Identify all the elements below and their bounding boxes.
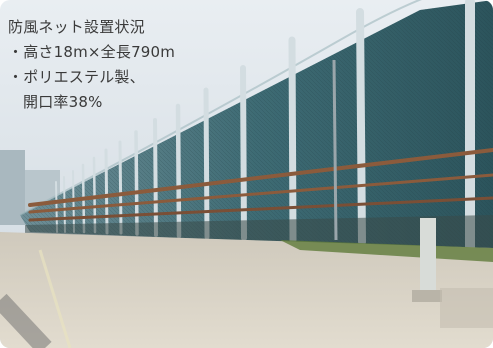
foreground-post [420, 218, 436, 298]
ground [0, 232, 493, 348]
caption: 防風ネット設置状況 ・高さ18m×全長790m ・ポリエステル製、 開口率38% [8, 15, 175, 115]
caption-title: 防風ネット設置状況 [8, 18, 145, 36]
light-pole [332, 59, 338, 241]
caption-line-opening-ratio: 開口率38% [23, 93, 103, 111]
caption-line-height-length: ・高さ18m×全長790m [8, 43, 176, 61]
pipelines [28, 148, 493, 222]
net-posts [55, 0, 475, 253]
caption-line-material: ・ポリエステル製、 [8, 68, 145, 86]
